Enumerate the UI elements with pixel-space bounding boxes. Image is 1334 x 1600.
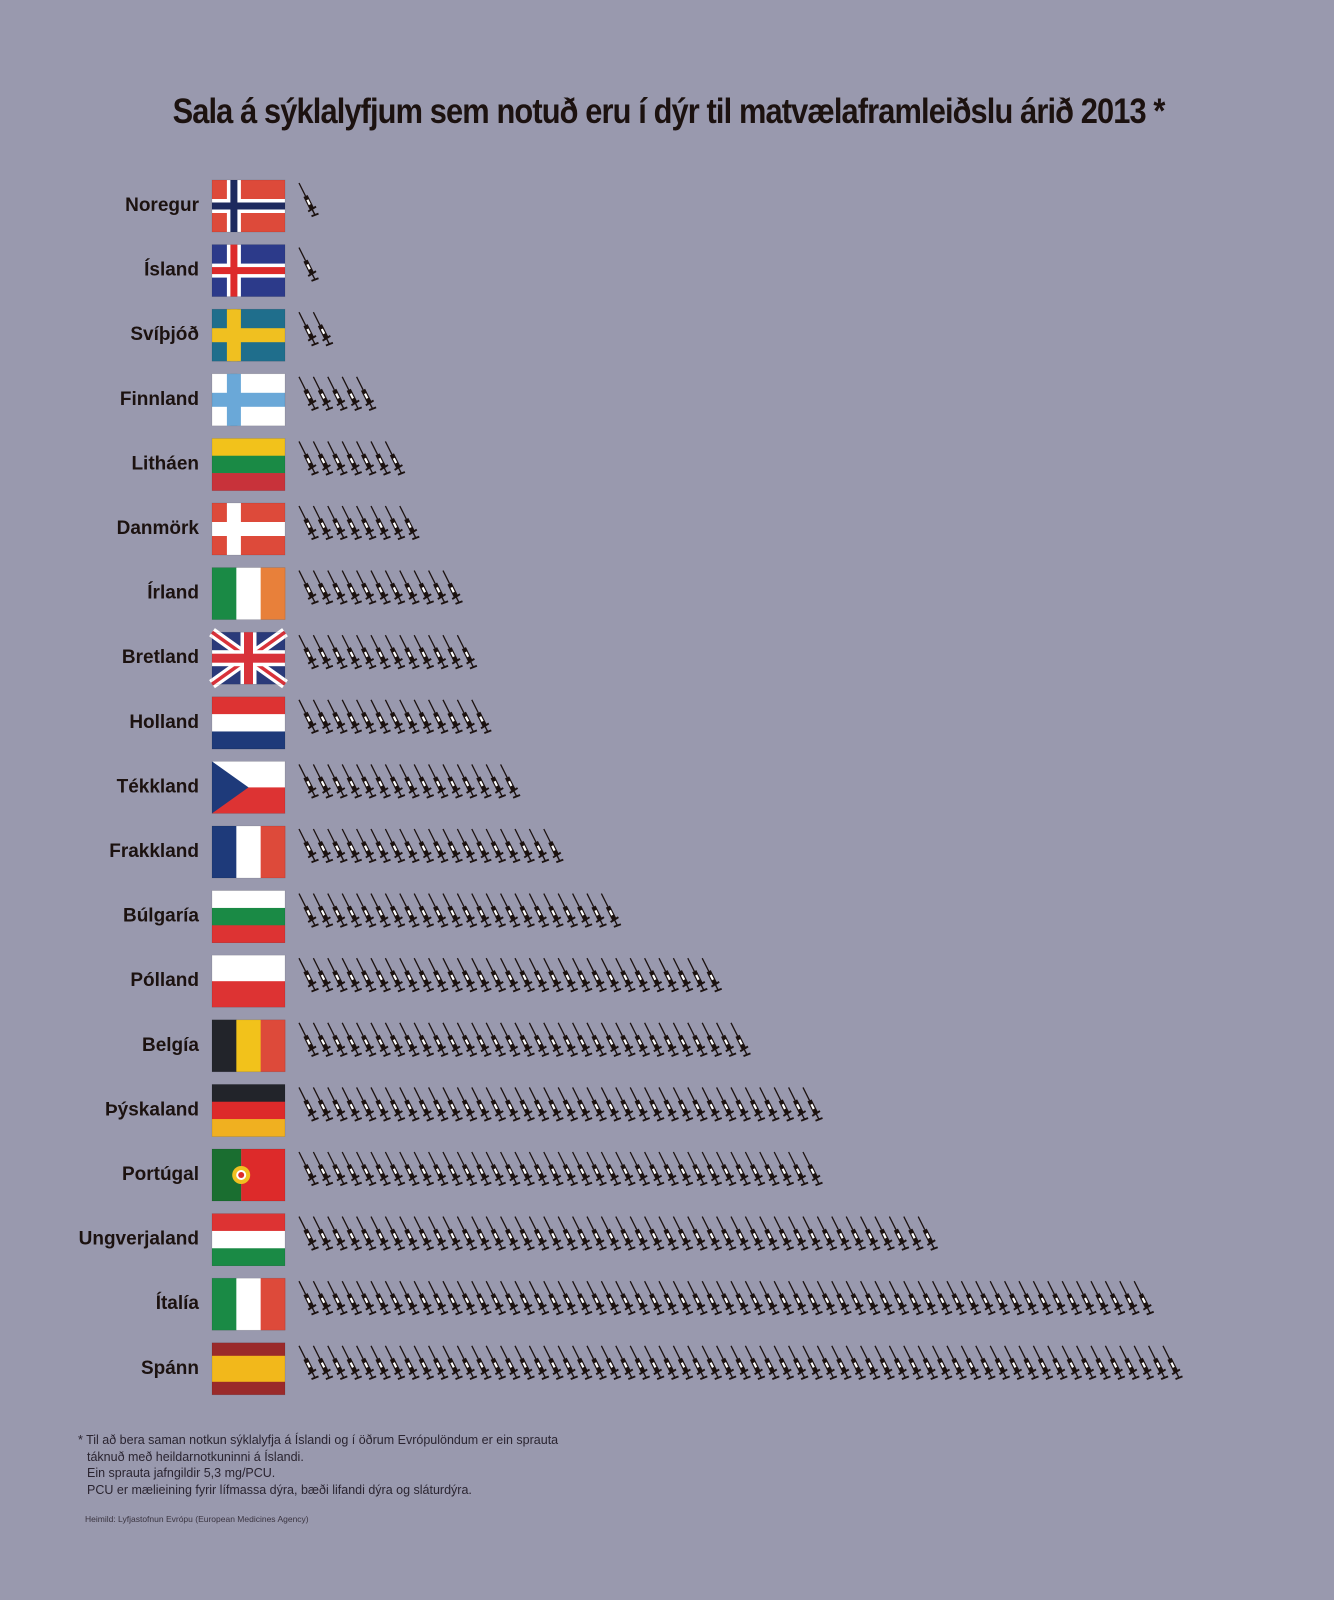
country-label: Ungverjaland — [79, 1229, 199, 1250]
footnote-line: PCU er mælieining fyrir lífmassa dýra, b… — [87, 1482, 472, 1497]
flag-icon — [211, 890, 286, 943]
syringe-icon — [702, 958, 722, 991]
country-row: Þýskaland — [105, 1084, 823, 1137]
syringe-icon — [1134, 1281, 1154, 1314]
country-label: Portúgal — [122, 1164, 199, 1185]
flag-icon — [211, 1148, 286, 1202]
country-row: Búlgaría — [123, 890, 621, 943]
country-row: Portúgal — [122, 1148, 823, 1202]
country-label: Bretland — [122, 647, 199, 668]
syringe-icon — [501, 764, 520, 797]
flag-icon — [211, 825, 286, 879]
country-row: Spánn — [141, 1342, 1183, 1396]
flag-icon — [211, 244, 286, 297]
flag-icon — [211, 761, 286, 814]
flag-icon — [209, 628, 288, 689]
country-label: Holland — [129, 712, 199, 733]
country-label: Svíþjóð — [130, 324, 199, 345]
flag-icon — [211, 954, 286, 1008]
country-label: Búlgaría — [123, 906, 199, 927]
country-row: Ungverjaland — [79, 1213, 938, 1266]
country-label: Noregur — [125, 195, 200, 216]
syringe-icon — [1163, 1346, 1183, 1379]
flag-icon — [211, 1019, 286, 1073]
country-row: Frakkland — [109, 825, 564, 879]
flag-icon — [211, 502, 286, 556]
flag-icon — [211, 1084, 286, 1137]
country-label: Írland — [147, 582, 199, 604]
country-label: Danmörk — [117, 518, 200, 539]
syringe-icon — [457, 635, 477, 668]
country-row: Danmörk — [117, 502, 420, 556]
country-label: Finnland — [120, 389, 199, 410]
flag-icon — [211, 1277, 286, 1331]
pictogram-chart: Noregur Ísland Svíþjóð Finnland Litháen Danmö… — [79, 179, 1334, 1396]
syringe-icon — [918, 1217, 938, 1250]
country-row: Noregur — [125, 179, 319, 233]
syringe-icon — [544, 829, 564, 862]
country-row: Belgía — [142, 1019, 751, 1073]
flag-icon — [211, 373, 286, 427]
syringe-icon — [357, 377, 377, 410]
flag-icon — [211, 1342, 286, 1396]
country-label: Pólland — [130, 970, 199, 991]
country-row: Holland — [129, 696, 492, 750]
country-label: Belgía — [142, 1035, 199, 1056]
country-row: Ítalía — [156, 1277, 1154, 1331]
syringe-icon — [601, 894, 621, 927]
footnote-line: * Til að bera saman notkun sýklalyfja á … — [78, 1433, 559, 1447]
footnote-line: táknuð með heildarnotkuninni á Íslandi. — [87, 1449, 304, 1464]
country-label: Þýskaland — [105, 1099, 199, 1120]
flag-icon — [211, 438, 286, 491]
footnote: * Til að bera saman notkun sýklalyfja á … — [78, 1432, 558, 1498]
country-row: Finnland — [120, 373, 377, 427]
syringe-icon — [299, 183, 319, 216]
syringe-icon — [400, 506, 420, 539]
country-label: Tékkland — [117, 776, 199, 797]
syringe-icon — [803, 1087, 823, 1120]
country-row: Pólland — [130, 954, 722, 1008]
chart-title: Sala á sýklalyfjum sem notuð eru í dýr t… — [172, 92, 1166, 131]
syringe-icon — [443, 571, 463, 604]
footnote-line: Ein sprauta jafngildir 5,3 mg/PCU. — [87, 1466, 276, 1480]
flag-icon — [211, 179, 286, 233]
syringe-icon — [313, 312, 333, 345]
country-label: Litháen — [131, 453, 199, 474]
syringe-icon — [731, 1023, 751, 1056]
country-row: Tékkland — [117, 761, 520, 814]
country-row: Litháen — [131, 438, 405, 491]
country-row: Írland — [147, 567, 463, 620]
country-label: Spánn — [141, 1358, 199, 1379]
syringe-icon — [299, 248, 319, 281]
flag-icon — [211, 1213, 286, 1266]
flag-icon — [211, 567, 286, 620]
country-row: Svíþjóð — [130, 308, 333, 362]
source-note: Heimild: Lyfjastofnun Evrópu (European M… — [85, 1514, 309, 1524]
syringe-icon — [385, 441, 405, 474]
syringe-icon — [803, 1152, 823, 1185]
flag-icon — [211, 696, 286, 750]
syringe-icon — [472, 700, 492, 733]
country-label: Frakkland — [109, 841, 199, 862]
country-row: Bretland — [122, 628, 477, 689]
country-label: Ísland — [144, 259, 199, 281]
country-label: Ítalía — [156, 1292, 200, 1314]
country-row: Ísland — [144, 244, 319, 297]
flag-icon — [211, 308, 286, 362]
